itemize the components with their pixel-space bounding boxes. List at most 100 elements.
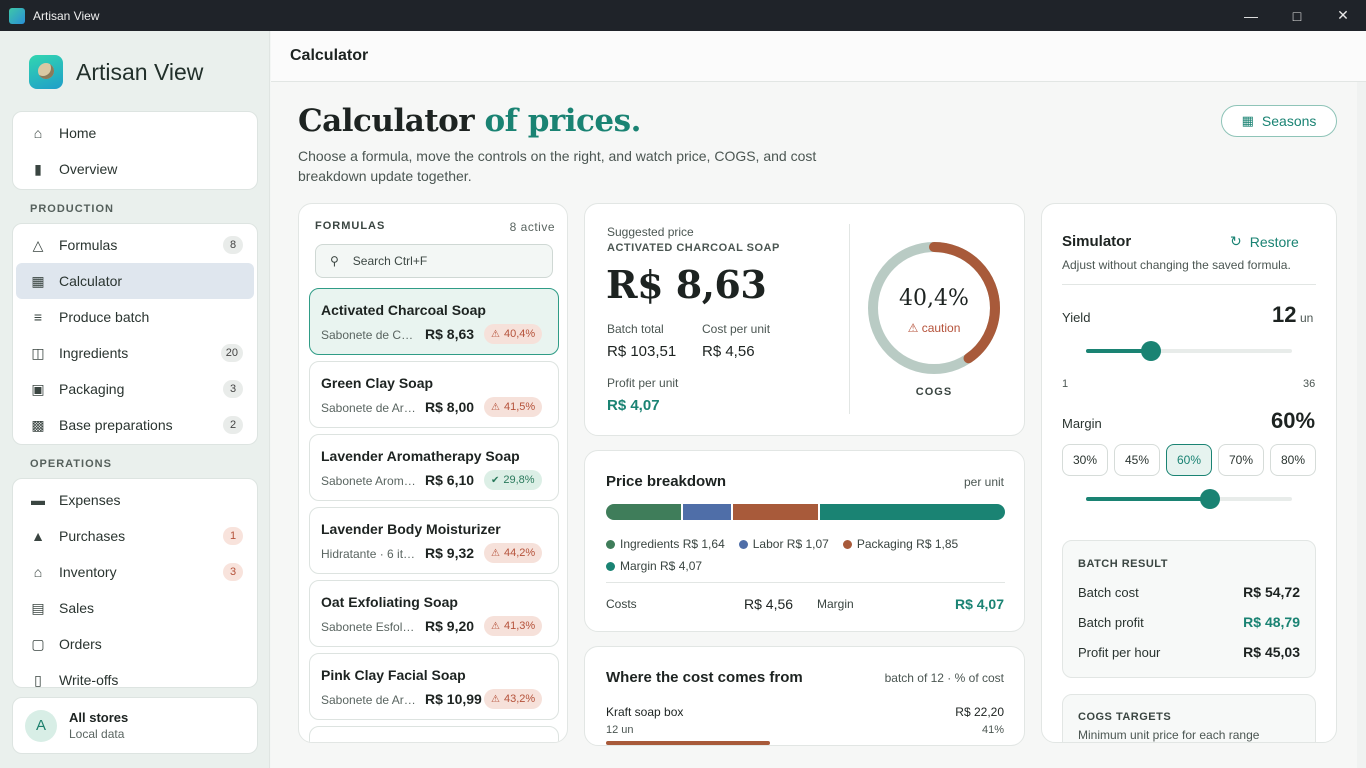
margin-label: Margin bbox=[1062, 416, 1102, 431]
legend-item: Margin R$ 4,07 bbox=[606, 555, 702, 577]
page-header-title: Calculator bbox=[290, 47, 369, 64]
formula-price: R$ 8,00 bbox=[425, 399, 475, 415]
warning-icon: ⚠ bbox=[907, 321, 919, 335]
brand[interactable]: Artisan View bbox=[29, 55, 203, 89]
box-icon: ▣ bbox=[31, 380, 45, 397]
sidebar-item-label: Home bbox=[59, 125, 97, 141]
jar-icon: ◫ bbox=[31, 344, 45, 361]
close-button[interactable]: ✕ bbox=[1337, 7, 1349, 23]
main-content: Calculator Calculator of prices. Choose … bbox=[271, 31, 1366, 768]
margin-preset-chip[interactable]: 80% bbox=[1270, 444, 1316, 476]
scrollbar[interactable] bbox=[1357, 82, 1366, 768]
cogs-badge-value: 43,2% bbox=[503, 693, 536, 705]
margin-value: R$ 4,07 bbox=[954, 596, 1004, 612]
brand-logo-icon bbox=[29, 55, 63, 89]
warning-icon: ⚠ bbox=[491, 401, 500, 413]
sidebar-item-purchases[interactable]: ▲ Purchases 1 bbox=[13, 518, 257, 554]
formula-name: Activated Charcoal Soap bbox=[321, 302, 486, 318]
formula-description: Sabonete de Carvão Ativado bbox=[321, 328, 416, 342]
cost-row-value: R$ 22,20 bbox=[955, 705, 1004, 719]
avatar: A bbox=[25, 709, 57, 742]
formula-item[interactable]: Lavender Aromatherapy Soap Sabonete Aroma… bbox=[309, 434, 559, 501]
store-selector[interactable]: A All stores Local data bbox=[12, 697, 258, 754]
sidebar-item-label: Sales bbox=[59, 600, 95, 616]
sidebar-item-inventory[interactable]: ⌂ Inventory 3 bbox=[13, 554, 257, 590]
cogs-badge: ⚠ 44,2% bbox=[484, 543, 543, 563]
yield-unit: un bbox=[1300, 311, 1314, 325]
cogs-badge: ⚠ 40,4% bbox=[484, 324, 543, 344]
formula-item[interactable]: Green Clay Soap Sabonete de Argila Verde R… bbox=[309, 361, 559, 428]
yield-max-label: 36 bbox=[1303, 378, 1316, 390]
margin-slider-track[interactable] bbox=[1086, 497, 1292, 501]
diagram-icon: ▩ bbox=[31, 416, 45, 433]
sidebar-item-base-preparations[interactable]: ▩ Base preparations 2 bbox=[13, 407, 257, 443]
formula-item[interactable]: Activated Charcoal Soap Sabonete de Carvã… bbox=[309, 288, 559, 355]
margin-value: 60% bbox=[1271, 408, 1316, 433]
warning-icon: ⚠ bbox=[491, 547, 500, 559]
margin-presets: 30% 45% 60% 70% 80% bbox=[1062, 444, 1316, 476]
cogs-value: 40,4% bbox=[899, 286, 969, 311]
margin-preset-chip[interactable]: 45% bbox=[1114, 444, 1160, 476]
formula-item[interactable]: Pink Clay Facial Soap Sabonete de Argila … bbox=[309, 653, 559, 720]
sidebar-item-expenses[interactable]: ▬ Expenses bbox=[13, 482, 257, 518]
margin-preset-chip[interactable]: 70% bbox=[1218, 444, 1264, 476]
sidebar-item-orders[interactable]: ▢ Orders bbox=[13, 626, 257, 662]
sidebar-item-label: Packaging bbox=[59, 381, 125, 397]
cogs-badge-value: 29,8% bbox=[503, 474, 535, 486]
store-name: All stores bbox=[69, 710, 129, 725]
cogs-gauge bbox=[868, 242, 1000, 374]
trash-icon: ▯ bbox=[34, 671, 42, 688]
suggested-product-name: ACTIVATED CHARCOAL SOAP bbox=[607, 242, 780, 254]
cogs-status-text: caution bbox=[921, 321, 961, 335]
legend-label: Labor R$ 1,07 bbox=[752, 537, 829, 551]
batch-profit-value: R$ 48,79 bbox=[1243, 614, 1300, 630]
cogs-status-tag: ⚠ caution bbox=[864, 321, 1004, 335]
page-title: Calculator of prices. bbox=[298, 103, 641, 139]
purchases-count-badge: 1 bbox=[223, 527, 243, 545]
legend-item: Labor R$ 1,07 bbox=[738, 533, 829, 555]
margin-slider-handle[interactable] bbox=[1199, 489, 1220, 509]
cogs-targets-box: COGS TARGETS Minimum unit price for each… bbox=[1062, 694, 1316, 742]
formula-item[interactable]: Lavender Body Moisturizer Hidratante · 6 … bbox=[309, 507, 559, 574]
sidebar-item-home[interactable]: ⌂ Home bbox=[13, 115, 257, 151]
sidebar-item-overview[interactable]: ▮ Overview bbox=[13, 151, 257, 187]
cogs-badge: ⚠ 43,2% bbox=[484, 689, 543, 709]
sidebar-item-calculator[interactable]: ▦ Calculator bbox=[16, 263, 254, 299]
simulator-title: Simulator bbox=[1062, 233, 1132, 250]
formula-name: Oat Exfoliating Soap bbox=[321, 594, 458, 610]
yield-slider-handle[interactable] bbox=[1140, 341, 1161, 361]
breakdown-segment bbox=[819, 504, 1005, 520]
restore-button[interactable]: ↻ Restore bbox=[1230, 233, 1299, 250]
breakdown-segment bbox=[682, 504, 732, 520]
margin-preset-chip[interactable]: 60% bbox=[1166, 444, 1212, 476]
formula-item[interactable] bbox=[309, 726, 559, 742]
formula-name: Green Clay Soap bbox=[321, 375, 434, 391]
cogs-badge-value: 44,2% bbox=[503, 547, 536, 559]
sidebar-item-packaging[interactable]: ▣ Packaging 3 bbox=[13, 371, 257, 407]
margin-preset-chip[interactable]: 30% bbox=[1062, 444, 1108, 476]
sidebar-item-write-offs[interactable]: ▯ Write-offs bbox=[13, 662, 257, 688]
home-icon: ⌂ bbox=[33, 125, 43, 141]
sidebar-item-sales[interactable]: ▤ Sales bbox=[13, 590, 257, 626]
minimize-button[interactable]: — bbox=[1244, 7, 1258, 24]
formula-item[interactable]: Oat Exfoliating Soap Sabonete Esfoliante R… bbox=[309, 580, 559, 647]
sidebar-item-formulas[interactable]: △ Formulas 8 bbox=[13, 227, 257, 263]
nav-operations-group: ▬ Expenses ▲ Purchases 1 ⌂ Inventory 3 ▤… bbox=[12, 478, 258, 688]
sidebar-item-ingredients[interactable]: ◫ Ingredients 20 bbox=[13, 335, 257, 371]
sidebar-item-produce-batch[interactable]: ≡ Produce batch bbox=[13, 299, 257, 335]
search-input[interactable]: ⚲ Search Ctrl+F bbox=[315, 244, 553, 278]
page-subtitle: Choose a formula, move the controls on t… bbox=[298, 148, 817, 184]
maximize-button[interactable]: □ bbox=[1292, 7, 1302, 24]
profit-per-unit-value: R$ 4,07 bbox=[607, 397, 660, 414]
sidebar: Artisan View ⌂ Home ▮ Overview PRODUCTIO… bbox=[0, 31, 270, 768]
warning-icon: ⚠ bbox=[491, 620, 500, 632]
seasons-button[interactable]: ▦ Seasons bbox=[1221, 105, 1337, 137]
price-breakdown-unit: per unit bbox=[963, 475, 1004, 489]
cart-icon: ▲ bbox=[31, 528, 45, 544]
price-breakdown-card: Price breakdown per unit Ingredients R$ … bbox=[584, 450, 1025, 632]
legend-label: Margin R$ 4,07 bbox=[620, 559, 703, 573]
store-subtitle: Local data bbox=[69, 727, 125, 741]
yield-slider-track[interactable] bbox=[1086, 349, 1292, 353]
cogs-targets-title: COGS TARGETS bbox=[1078, 711, 1172, 723]
batch-total-value: R$ 103,51 bbox=[607, 343, 677, 360]
